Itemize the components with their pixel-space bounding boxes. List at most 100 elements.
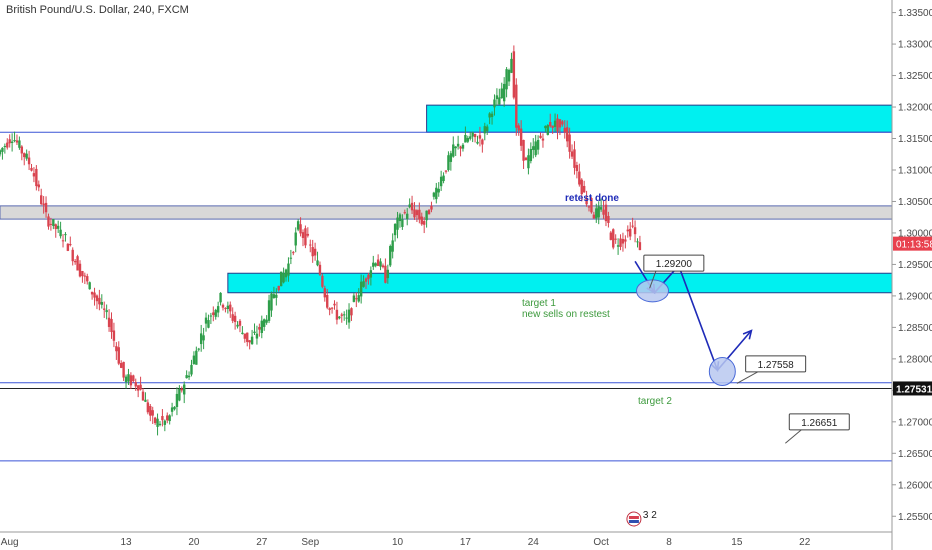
candle-body — [541, 138, 545, 141]
candle-body — [88, 282, 91, 290]
x-tick-label: 15 — [731, 537, 743, 548]
candle-body — [122, 361, 125, 378]
candle-body — [117, 347, 120, 364]
candle-body — [202, 335, 205, 341]
candle-body — [8, 139, 11, 144]
candle-body — [629, 228, 632, 237]
candle-body — [180, 388, 183, 391]
zone-retest — [0, 205, 893, 220]
candle-body — [435, 187, 438, 200]
candle-body — [158, 423, 162, 425]
candle-body — [347, 309, 351, 323]
candle-body — [439, 176, 443, 187]
x-tick-label: 8 — [666, 537, 672, 548]
candle-body — [449, 153, 453, 162]
candle-body — [495, 95, 499, 100]
y-tick-label: 1.27000 — [898, 417, 932, 428]
candle-body — [141, 391, 145, 401]
candle-body — [488, 113, 491, 118]
candle-body — [626, 229, 629, 232]
y-tick-label: 1.30000 — [898, 228, 932, 239]
candle-body — [163, 420, 167, 425]
target2-label: target 2 — [638, 396, 672, 407]
candle-body — [362, 281, 365, 287]
x-tick-label: 13 — [120, 537, 132, 548]
candle-body — [396, 217, 399, 230]
candle-body — [398, 214, 402, 222]
candle-body — [376, 259, 380, 267]
candle-body — [49, 223, 53, 225]
candle-body — [267, 300, 271, 321]
callout-tail — [785, 429, 802, 444]
candle-body — [139, 384, 142, 390]
candle-body — [430, 205, 433, 210]
candle-body — [539, 135, 542, 138]
x-tick-label: 10 — [392, 537, 404, 548]
candle-body — [323, 288, 327, 298]
candle-body — [263, 319, 266, 327]
candle-body — [345, 317, 348, 319]
candle-body — [151, 410, 154, 416]
candle-body — [42, 203, 45, 206]
candle-body — [585, 198, 588, 205]
candle-body — [105, 310, 108, 313]
candle-body — [10, 141, 14, 143]
candle-body — [209, 315, 213, 317]
candle-body — [321, 275, 324, 287]
candle-body — [326, 294, 329, 308]
candle-body — [304, 228, 307, 246]
candles — [0, 45, 642, 436]
candle-body — [13, 140, 16, 142]
candle-body — [27, 157, 31, 165]
candle-body — [318, 264, 322, 275]
candle-body — [6, 142, 9, 148]
candle-body — [372, 262, 375, 267]
candle-body — [490, 113, 494, 118]
candle-body — [185, 375, 188, 379]
candle-body — [638, 242, 642, 251]
candle-body — [61, 240, 65, 242]
candle-body — [175, 393, 179, 407]
callout-tail — [736, 371, 758, 384]
y-tick-label: 1.33000 — [898, 40, 932, 51]
candle-body — [40, 195, 43, 205]
candle-body — [456, 143, 460, 147]
candle-body — [241, 332, 244, 334]
candle-body — [258, 327, 261, 330]
candle-body — [422, 221, 426, 225]
candle-body — [231, 314, 234, 321]
candle-body — [195, 350, 198, 365]
candle-body — [389, 246, 392, 266]
flag-icon — [628, 520, 639, 523]
candle-body — [483, 126, 486, 134]
candle-body — [66, 243, 70, 251]
candle-body — [599, 207, 603, 210]
candle-body — [233, 315, 237, 323]
candle-body — [178, 388, 181, 401]
candle-body — [277, 285, 280, 291]
candle-body — [616, 245, 620, 247]
candle-body — [536, 140, 540, 150]
candle-body — [544, 125, 547, 129]
candle-body — [197, 348, 200, 350]
candle-body — [134, 382, 137, 387]
candle-body — [292, 252, 295, 254]
candle-body — [512, 51, 516, 98]
candle-body — [355, 298, 358, 300]
candle-body — [301, 232, 305, 238]
candle-body — [216, 306, 220, 313]
candle-body — [510, 58, 513, 73]
candle-body — [461, 144, 465, 149]
candle-body — [98, 297, 101, 305]
candle-body — [418, 209, 421, 220]
candle-body — [0, 150, 2, 155]
candle-body — [517, 125, 520, 131]
candle-body — [527, 155, 530, 169]
candle-body — [199, 333, 203, 345]
x-tick-label: 17 — [460, 537, 472, 548]
candle-body — [282, 272, 285, 283]
candle-body — [609, 232, 613, 240]
candle-body — [442, 175, 445, 182]
y-tick-label: 1.31000 — [898, 165, 932, 176]
